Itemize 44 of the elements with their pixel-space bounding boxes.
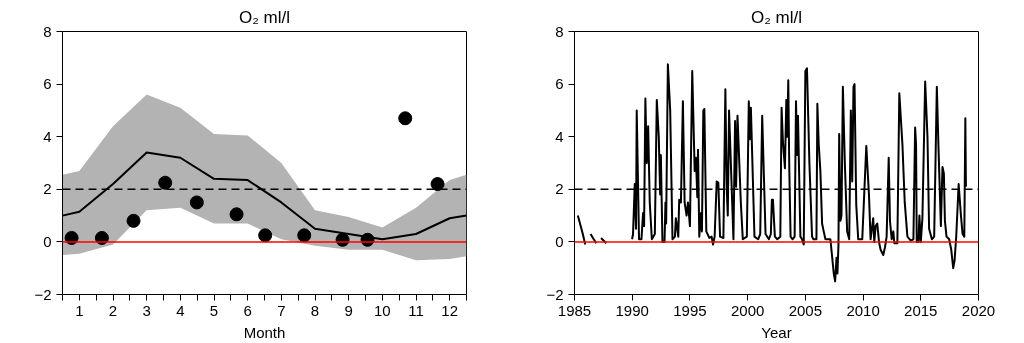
x-tick-label: 5 xyxy=(209,301,219,319)
y-tick-label: 2 xyxy=(43,180,52,198)
y-tick-label: 4 xyxy=(555,127,564,145)
x-tick-label: 2 xyxy=(108,301,118,319)
x-tick-label: 6 xyxy=(243,301,252,319)
y-tick-label: −2 xyxy=(34,285,52,303)
x-tick-label: 10 xyxy=(373,301,391,319)
point xyxy=(398,111,413,126)
x-tick-label: 1995 xyxy=(673,301,707,319)
x-tick-label: 2020 xyxy=(961,301,996,319)
x-tick-label: 1990 xyxy=(615,301,649,319)
y-tick-label: 6 xyxy=(43,75,52,93)
point xyxy=(189,195,204,210)
x-axis-title: Year xyxy=(761,323,792,341)
y-tick-label: 6 xyxy=(555,75,564,93)
x-axis-title: Month xyxy=(243,323,286,341)
x-tick-label: 4 xyxy=(176,301,185,319)
x-tick-label: 2010 xyxy=(846,301,880,319)
chart-title: O₂ ml/l xyxy=(751,7,802,27)
y-tick-label: 0 xyxy=(555,232,564,250)
x-tick-label: 9 xyxy=(344,301,353,319)
x-tick-label: 7 xyxy=(277,301,286,319)
y-tick-label: 0 xyxy=(43,232,52,250)
x-tick-label: 1985 xyxy=(557,301,592,319)
x-tick-label: 11 xyxy=(408,301,424,319)
y-tick-label: 2 xyxy=(555,180,564,198)
y-tick-label: 8 xyxy=(555,22,564,40)
y-tick-label: 8 xyxy=(43,22,52,40)
x-tick-label: 8 xyxy=(310,301,320,319)
y-tick-label: −2 xyxy=(546,285,564,303)
point xyxy=(430,177,445,192)
point xyxy=(297,228,312,243)
y-tick-label: 4 xyxy=(43,127,52,145)
chart-title: O₂ ml/l xyxy=(239,7,290,27)
x-tick-label: 1 xyxy=(75,301,84,319)
point xyxy=(229,207,244,222)
point xyxy=(126,213,141,228)
x-tick-label: 2015 xyxy=(904,301,938,319)
x-tick-label: 3 xyxy=(142,301,151,319)
point xyxy=(258,228,273,243)
x-tick-label: 2000 xyxy=(730,301,765,319)
x-tick-label: 2005 xyxy=(788,301,823,319)
x-tick-label: 12 xyxy=(441,301,459,319)
point xyxy=(158,175,173,190)
